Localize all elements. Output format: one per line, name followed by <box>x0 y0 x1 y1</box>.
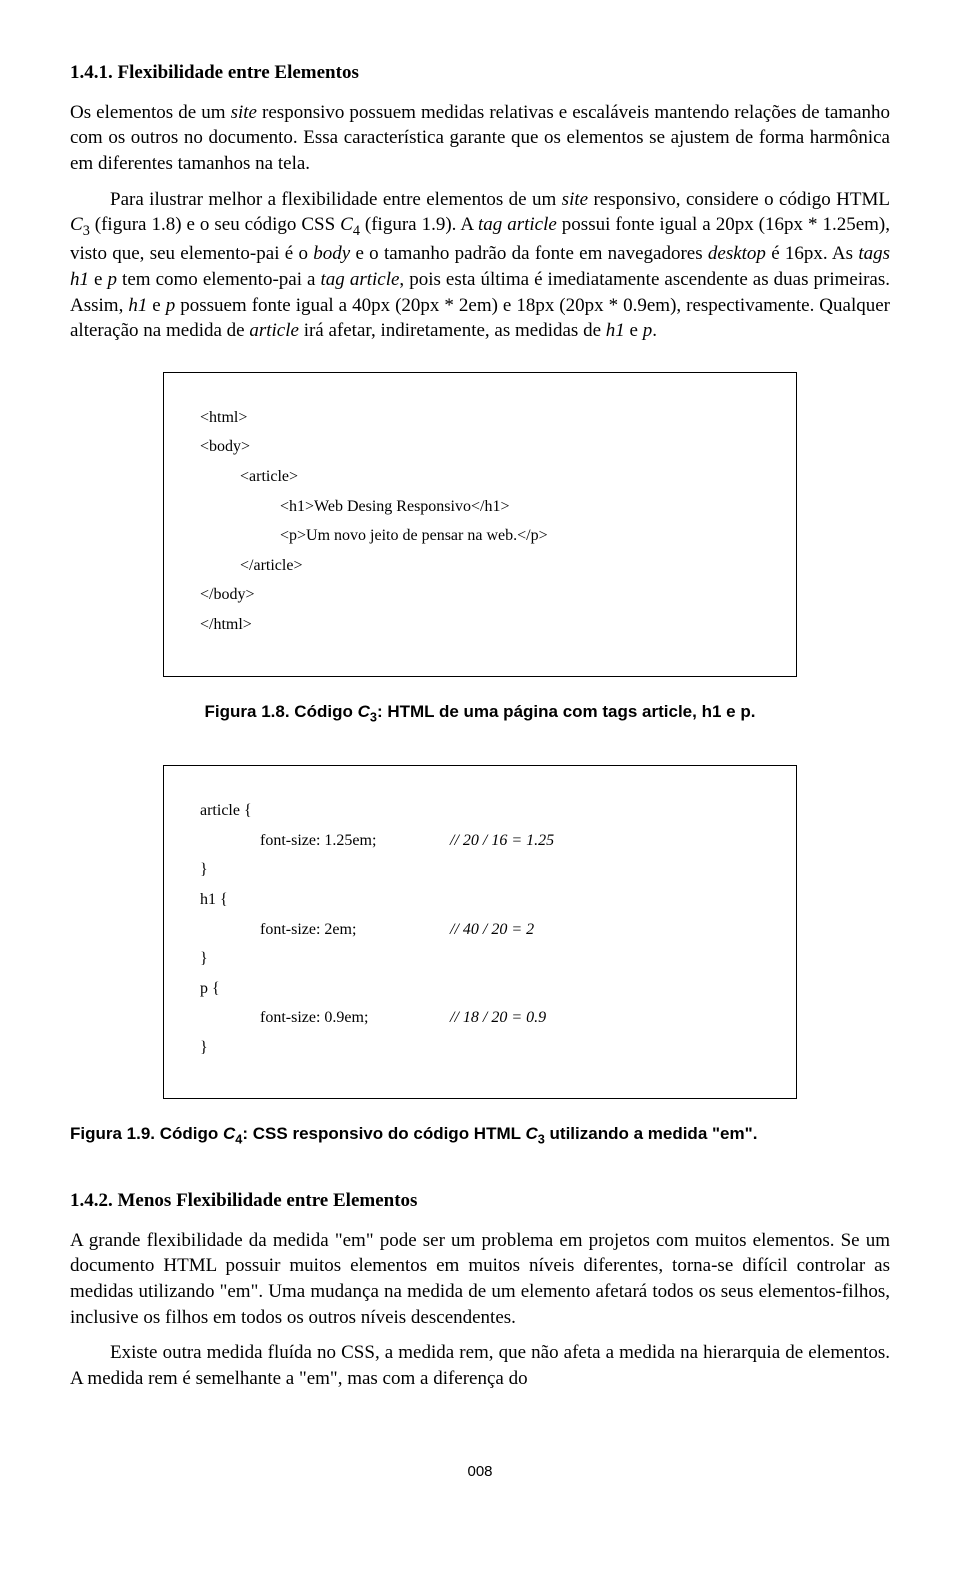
para-text: A grande flexibilidade da medida "em" po… <box>70 1230 890 1328</box>
code-line: <p>Um novo jeito de pensar na web.</p> <box>280 521 760 551</box>
paragraph-2: Para ilustrar melhor a flexibilidade ent… <box>70 187 890 344</box>
code-box-html: <html> <body> <article> <h1>Web Desing R… <box>163 372 797 677</box>
caption-var: C <box>358 702 370 721</box>
code-line: } <box>200 1033 760 1063</box>
paragraph-3: A grande flexibilidade da medida "em" po… <box>70 1228 890 1331</box>
code-line: } <box>200 944 760 974</box>
code-line: h1 { <box>200 885 760 915</box>
code-line: font-size: 2em;// 40 / 20 = 2 <box>260 915 760 945</box>
code-line: <h1>Web Desing Responsivo</h1> <box>280 492 760 522</box>
figure-caption-2: Figura 1.9. Código C4: CSS responsivo do… <box>70 1123 890 1148</box>
caption-sub: 3 <box>370 709 377 724</box>
code-line: font-size: 0.9em;// 18 / 20 = 0.9 <box>260 1003 760 1033</box>
caption-text: Figura 1.9. Código <box>70 1124 223 1143</box>
caption-text: : HTML de uma página com tags article, h… <box>377 702 756 721</box>
caption-var: C <box>223 1124 235 1143</box>
code-line: } <box>200 855 760 885</box>
caption-text: Figura 1.8. Código <box>205 702 358 721</box>
section-title: Flexibilidade entre Elementos <box>118 62 359 83</box>
code-line: </body> <box>200 580 760 610</box>
caption-var: C <box>525 1124 537 1143</box>
code-line: <body> <box>200 432 760 462</box>
para-text: Os elementos de um site responsivo possu… <box>70 102 890 174</box>
section-title: Menos Flexibilidade entre Elementos <box>118 1190 418 1211</box>
code-line: font-size: 1.25em;// 20 / 16 = 1.25 <box>260 826 760 856</box>
code-line: <html> <box>200 403 760 433</box>
caption-text: utilizando a medida "em". <box>545 1124 758 1143</box>
paragraph-1: Os elementos de um site responsivo possu… <box>70 100 890 177</box>
code-line: article { <box>200 796 760 826</box>
caption-text: : CSS responsivo do código HTML <box>242 1124 525 1143</box>
code-box-css: article { font-size: 1.25em;// 20 / 16 =… <box>163 765 797 1099</box>
code-line: </article> <box>240 551 760 581</box>
section-heading-1: 1.4.1. Flexibilidade entre Elementos <box>70 60 890 86</box>
figure-caption-1: Figura 1.8. Código C3: HTML de uma págin… <box>70 701 890 726</box>
section-number: 1.4.2. <box>70 1190 113 1211</box>
caption-sub: 3 <box>538 1132 545 1147</box>
code-line: <article> <box>240 462 760 492</box>
paragraph-4: Existe outra medida fluída no CSS, a med… <box>70 1340 890 1391</box>
para-text: Existe outra medida fluída no CSS, a med… <box>70 1342 890 1389</box>
section-number: 1.4.1. <box>70 62 113 83</box>
page-number: 008 <box>70 1462 890 1482</box>
section-heading-2: 1.4.2. Menos Flexibilidade entre Element… <box>70 1188 890 1214</box>
code-line: </html> <box>200 610 760 640</box>
para-text: Para ilustrar melhor a flexibilidade ent… <box>70 189 890 342</box>
code-line: p { <box>200 974 760 1004</box>
